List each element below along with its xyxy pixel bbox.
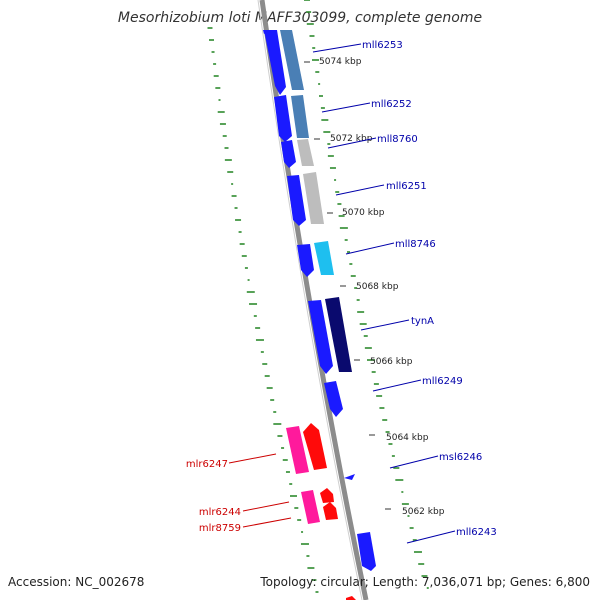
- gene-label: mlr6247: [186, 459, 228, 470]
- tick-label: 5064 kbp: [386, 433, 429, 443]
- gene-arrow: [303, 423, 327, 470]
- gene-arrow: [346, 596, 356, 600]
- gene-arrow: [287, 175, 306, 226]
- gene-block: [325, 297, 352, 372]
- leader-line: [345, 242, 395, 255]
- leader-line: [335, 184, 385, 196]
- gene-label: mll6249: [422, 376, 463, 387]
- leader-line: [327, 137, 377, 149]
- gene-label: tynA: [411, 316, 434, 327]
- backbone-line-highlight: [257, 0, 363, 600]
- leader-line: [228, 453, 277, 464]
- leader-line: [360, 319, 410, 331]
- gene-arrow: [274, 95, 292, 142]
- gene-arrow: [281, 140, 296, 168]
- tick-label: 5074 kbp: [319, 57, 362, 67]
- genome-summary-text: Topology: circular; Length: 7,036,071 bp…: [259, 575, 590, 589]
- ruler-ticks: 5074 kbp 5072 kbp 5070 kbp 5068 kbp 5066…: [304, 57, 445, 517]
- gene-label: mlr8759: [199, 523, 241, 534]
- gene-arrow: [344, 474, 355, 480]
- gene-arrow: [320, 488, 334, 503]
- gene-block: [303, 172, 324, 224]
- gene-label: mll6253: [362, 40, 403, 51]
- label-leader-lines: [228, 43, 456, 544]
- forward-strand-features: [286, 423, 356, 600]
- gene-label: mll8746: [395, 239, 436, 250]
- gene-block: [286, 426, 309, 474]
- gene-label: mll6251: [386, 181, 427, 192]
- gene-block: [297, 139, 314, 166]
- gene-arrow-left-edge: [263, 30, 269, 34]
- leader-line: [312, 43, 362, 53]
- reverse-strand-features: [263, 30, 376, 571]
- tick-label: 5070 kbp: [342, 208, 385, 218]
- leader-line: [242, 517, 292, 528]
- gene-arrow: [357, 532, 376, 571]
- gene-arrow: [323, 502, 338, 520]
- tick-label: 5068 kbp: [356, 282, 399, 292]
- gene-arrow: [297, 244, 314, 277]
- gene-arrow: [324, 381, 343, 417]
- leader-line: [406, 530, 456, 544]
- gene-arrow: [264, 30, 286, 95]
- map-title: Mesorhizobium loti MAFF303099, complete …: [118, 10, 482, 26]
- leader-line: [321, 102, 371, 113]
- gene-label: mlr6244: [199, 507, 241, 518]
- accession-text: Accession: NC_002678: [8, 575, 144, 589]
- gc-track-outer: [304, 0, 429, 589]
- gene-labels: mll6253 mll6252 mll8760 mll6251 mll8746 …: [186, 40, 497, 538]
- leader-line: [242, 501, 290, 512]
- gene-label: mll6243: [456, 527, 497, 538]
- gene-block: [314, 241, 334, 275]
- gene-block: [280, 30, 304, 90]
- gc-track-inner: [207, 27, 319, 593]
- gene-label: mll6252: [371, 99, 412, 110]
- leader-line: [389, 455, 439, 469]
- tick-label: 5062 kbp: [402, 507, 445, 517]
- tick-label: 5066 kbp: [370, 357, 413, 367]
- leader-line: [372, 379, 422, 392]
- gene-label: msl6246: [439, 452, 482, 463]
- tick-label: 5072 kbp: [330, 134, 373, 144]
- gene-block: [291, 95, 309, 138]
- gene-block: [301, 490, 320, 524]
- gene-label: mll8760: [377, 134, 418, 145]
- gene-arrow: [308, 300, 333, 374]
